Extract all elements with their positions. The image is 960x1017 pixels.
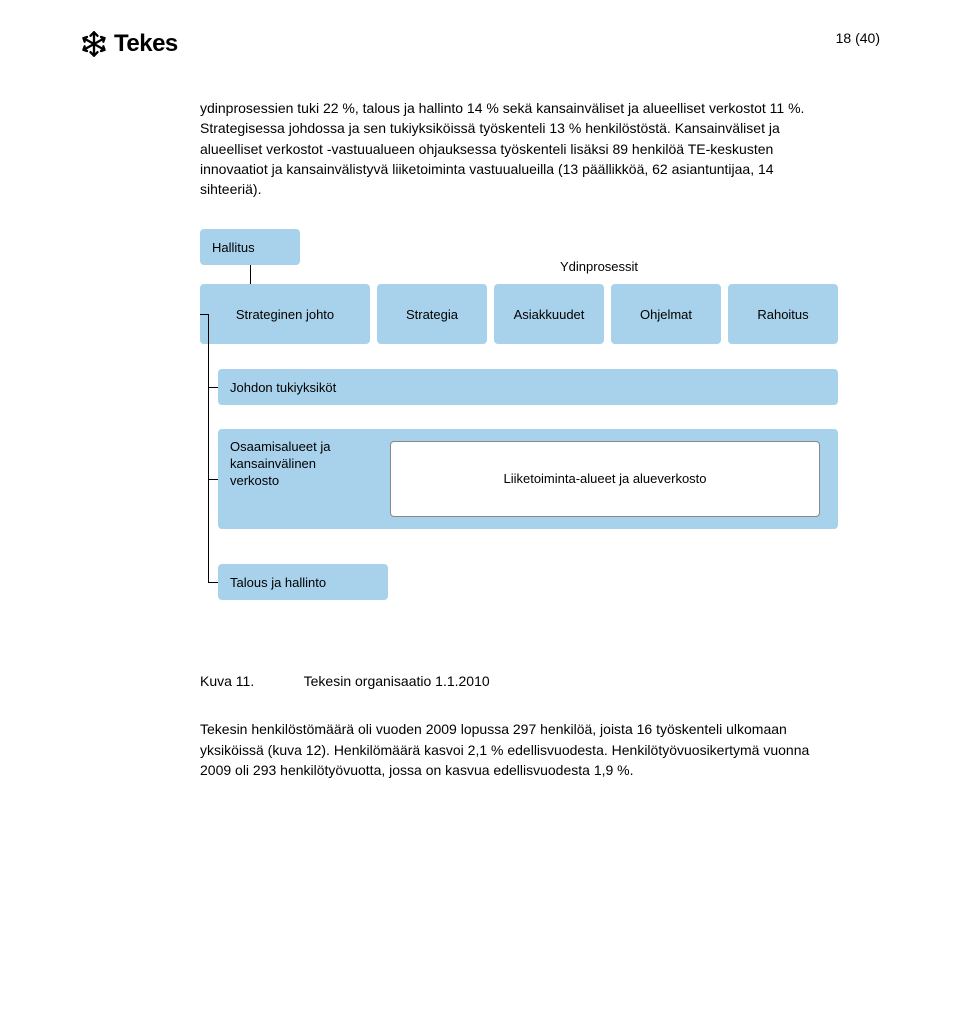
- label-asiakkuudet: Asiakkuudet: [514, 307, 585, 322]
- logo-text: Tekes: [114, 30, 178, 58]
- connector: [200, 314, 208, 315]
- logo-snowflake-icon: [80, 30, 108, 58]
- label-hallitus: Hallitus: [212, 240, 255, 255]
- paragraph-2: Tekesin henkilöstömäärä oli vuoden 2009 …: [200, 719, 820, 780]
- box-strateginen-johto: Strateginen johto: [200, 284, 370, 344]
- org-diagram: Hallitus Ydinprosessit Strateginen johto…: [200, 229, 840, 649]
- page-header: Tekes 18 (40): [80, 30, 880, 58]
- box-ohjelmat: Ohjelmat: [611, 284, 721, 344]
- box-johdon-tukiyksikot: Johdon tukiyksiköt: [218, 369, 838, 405]
- connector: [208, 387, 218, 388]
- connector: [208, 479, 218, 480]
- paragraph-1: ydinprosessien tuki 22 %, talous ja hall…: [200, 98, 820, 199]
- logo: Tekes: [80, 30, 178, 58]
- box-rahoitus: Rahoitus: [728, 284, 838, 344]
- box-hallitus: Hallitus: [200, 229, 300, 265]
- label-osaamisalueet: Osaamisalueet ja kansainvälinen verkosto: [230, 439, 360, 490]
- box-talous-hallinto: Talous ja hallinto: [218, 564, 388, 600]
- caption-label: Kuva 11.: [200, 673, 300, 689]
- connector: [208, 582, 218, 583]
- label-ydinprosessit: Ydinprosessit: [560, 259, 638, 274]
- label-liiketoiminta: Liiketoiminta-alueet ja alueverkosto: [503, 471, 706, 488]
- figure-caption: Kuva 11. Tekesin organisaatio 1.1.2010: [200, 673, 880, 689]
- box-liiketoiminta-inner: Liiketoiminta-alueet ja alueverkosto: [390, 441, 820, 517]
- label-ohjelmat: Ohjelmat: [640, 307, 692, 322]
- box-asiakkuudet: Asiakkuudet: [494, 284, 604, 344]
- connector: [208, 314, 209, 582]
- connector: [250, 265, 251, 284]
- label-rahoitus: Rahoitus: [757, 307, 808, 322]
- label-johdon-tukiyksikot: Johdon tukiyksiköt: [230, 380, 336, 395]
- box-strategia: Strategia: [377, 284, 487, 344]
- label-strateginen-johto: Strateginen johto: [236, 307, 334, 322]
- caption-text: Tekesin organisaatio 1.1.2010: [304, 673, 490, 689]
- label-talous-hallinto: Talous ja hallinto: [230, 575, 326, 590]
- label-strategia: Strategia: [406, 307, 458, 322]
- page-number: 18 (40): [836, 30, 880, 46]
